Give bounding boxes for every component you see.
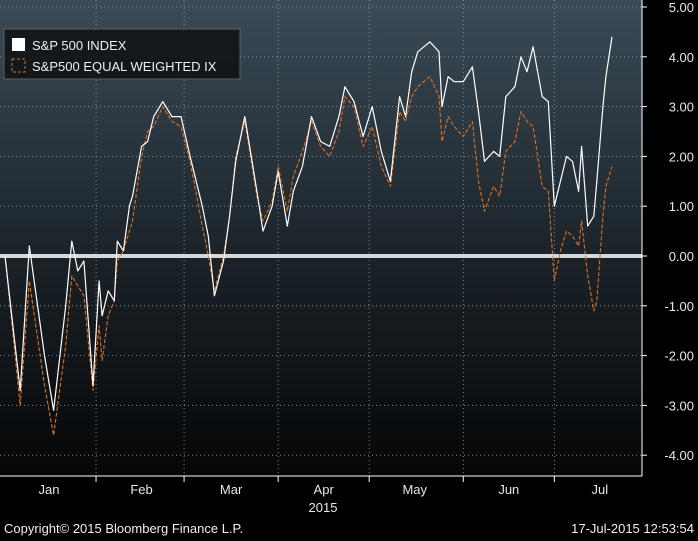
y-tick-label: 1.00 <box>669 199 694 214</box>
x-axis-ticks: Jan Feb Mar Apr May Jun Jul <box>39 476 609 497</box>
legend: S&P 500 INDEX S&P500 EQUAL WEIGHTED IX <box>3 28 241 80</box>
copyright-text: Copyright© 2015 Bloomberg Finance L.P. <box>4 521 244 536</box>
legend-label-equal-weighted: S&P500 EQUAL WEIGHTED IX <box>32 59 217 74</box>
y-axis-ticks: 5.00 4.00 3.00 2.00 1.00 0.00 -1.00 -2.00 -3.00 -… <box>642 0 694 463</box>
x-axis-year-label: 2015 <box>309 500 338 515</box>
x-tick-label: Mar <box>220 482 243 497</box>
y-tick-label: -3.00 <box>664 398 694 413</box>
series-line-equal-weighted <box>4 76 613 436</box>
series-layer <box>4 36 613 436</box>
timestamp-text: 17-Jul-2015 12:53:54 <box>571 521 694 536</box>
x-tick-label: Feb <box>130 482 152 497</box>
legend-label-sp500: S&P 500 INDEX <box>32 38 127 53</box>
x-tick-label: Jun <box>498 482 519 497</box>
y-tick-label: -2.00 <box>664 349 694 364</box>
x-tick-label: May <box>402 482 427 497</box>
vertical-grid <box>95 0 555 476</box>
y-tick-label: -1.00 <box>664 299 694 314</box>
x-tick-label: Jul <box>592 482 609 497</box>
y-tick-label: 2.00 <box>669 149 694 164</box>
x-tick-label: Jan <box>39 482 60 497</box>
y-tick-label: 3.00 <box>669 100 694 115</box>
y-tick-label: -4.00 <box>664 448 694 463</box>
y-tick-label: 0.00 <box>669 249 694 264</box>
y-tick-label: 4.00 <box>669 50 694 65</box>
legend-swatch-equal-weighted <box>11 58 26 73</box>
legend-swatch-sp500 <box>12 38 25 51</box>
series-line-sp500 <box>4 36 613 411</box>
y-tick-label: 5.00 <box>669 0 694 15</box>
legend-box <box>3 28 241 80</box>
x-tick-label: Apr <box>314 482 335 497</box>
